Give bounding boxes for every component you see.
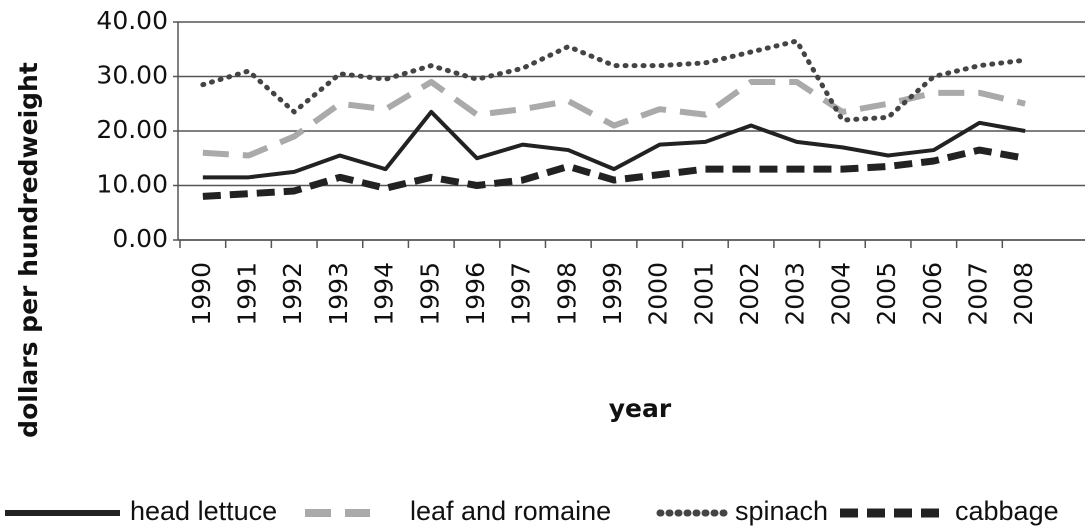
y-tick-label: 20.00	[96, 115, 168, 144]
x-axis-title: year	[609, 394, 672, 423]
x-tick-label: 1994	[370, 262, 399, 326]
series-line	[202, 146, 1026, 200]
x-tick-label: 2003	[781, 262, 810, 326]
x-tick-label: 1992	[278, 262, 307, 326]
legend-label: cabbage	[955, 496, 1059, 526]
series-line	[202, 109, 1026, 180]
legend-label: head lettuce	[130, 496, 277, 526]
y-tick-label: 0.00	[112, 224, 168, 253]
y-axis-title: dollars per hundredweight	[14, 62, 43, 438]
y-tick-label: 40.00	[96, 6, 168, 35]
x-tick-label: 2007	[963, 262, 992, 326]
x-tick-label: 1991	[233, 262, 262, 326]
legend-label: spinach	[735, 496, 828, 526]
x-tick-label: 2005	[872, 262, 901, 326]
y-tick-label: 10.00	[96, 170, 168, 199]
legend-label: leaf and romaine	[410, 496, 611, 526]
x-tick-label: 1995	[415, 262, 444, 326]
x-tick-label: 2002	[735, 262, 764, 326]
x-tick-label: 1993	[324, 262, 353, 326]
x-tick-label: 2001	[689, 262, 718, 326]
x-tick-label: 2006	[918, 262, 947, 326]
x-tick-label: 2004	[826, 262, 855, 326]
series-line	[200, 38, 1028, 123]
x-tick-label: 1996	[461, 262, 490, 326]
x-tick-label: 1999	[598, 262, 627, 326]
x-tick-label: 2000	[644, 262, 673, 326]
x-tick-label: 1998	[552, 262, 581, 326]
x-tick-label: 1990	[187, 262, 216, 326]
y-tick-label: 30.00	[96, 61, 168, 90]
x-tick-label: 1997	[507, 262, 536, 326]
series-line	[202, 78, 1026, 159]
x-tick-label: 2008	[1009, 262, 1038, 326]
